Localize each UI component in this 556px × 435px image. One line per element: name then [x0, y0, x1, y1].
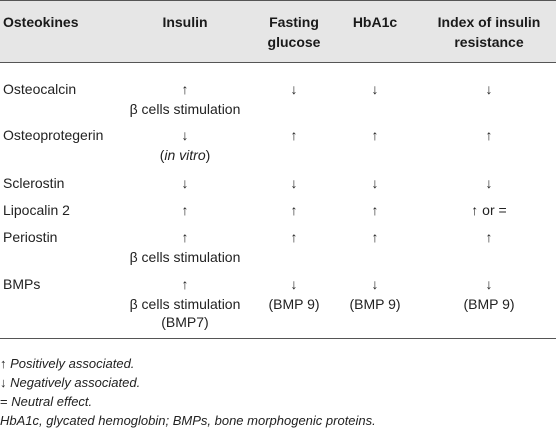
header-insulin-resistance-line1: Index of insulin	[437, 14, 541, 30]
periostin-hba1c: ↑	[371, 229, 379, 245]
top-rule	[0, 0, 556, 1]
bmps-insulin-arrow: ↑	[181, 276, 189, 292]
header-insulin-resistance-line2: resistance	[454, 34, 524, 50]
table-header	[0, 0, 556, 62]
header-osteokines: Osteokines	[3, 14, 79, 30]
lipocalin-ir: ↑ or =	[471, 202, 507, 218]
sclerostin-insulin: ↓	[181, 175, 189, 191]
equals-icon: =	[0, 394, 8, 409]
osteoprotegerin-hba1c: ↑	[371, 127, 379, 143]
footnote-neutral-text: Neutral effect.	[11, 394, 93, 409]
lipocalin-hba1c: ↑	[371, 202, 379, 218]
down-arrow-icon: ↓	[0, 375, 7, 390]
lipocalin-glucose: ↑	[290, 202, 298, 218]
footnote-neutral: = Neutral effect.	[0, 393, 92, 411]
row-name-osteocalcin: Osteocalcin	[3, 81, 77, 97]
bottom-rule	[0, 338, 556, 339]
bmps-hba1c-note: (BMP 9)	[349, 296, 401, 312]
footnote-positive-text: Positively associated.	[10, 356, 135, 371]
row-name-bmps: BMPs	[3, 276, 41, 292]
footnote-negative-text: Negatively associated.	[10, 375, 141, 390]
periostin-insulin-note: β cells stimulation	[129, 249, 241, 265]
bmps-ir-note: (BMP 9)	[463, 296, 515, 312]
osteocalcin-insulin-note: β cells stimulation	[129, 101, 241, 117]
row-name-periostin: Periostin	[3, 229, 58, 245]
footnote-negative: ↓ Negatively associated.	[0, 374, 140, 392]
osteocalcin-ir: ↓	[485, 81, 493, 97]
osteocalcin-insulin-arrow: ↑	[181, 81, 189, 97]
footnote-positive: ↑ Positively associated.	[0, 355, 134, 373]
row-name-lipocalin-2: Lipocalin 2	[3, 202, 70, 218]
bmps-glucose-note: (BMP 9)	[268, 296, 320, 312]
osteoprotegerin-insulin-note: (in vitro)	[159, 147, 211, 163]
periostin-glucose: ↑	[290, 229, 298, 245]
footnote-abbreviations: HbA1c, glycated hemoglobin; BMPs, bone m…	[0, 413, 376, 428]
header-fasting-glucose-line2: glucose	[267, 34, 321, 50]
bmps-glucose-arrow: ↓	[290, 276, 298, 292]
osteocalcin-hba1c: ↓	[371, 81, 379, 97]
lipocalin-insulin: ↑	[181, 202, 189, 218]
header-insulin: Insulin	[162, 14, 208, 30]
bmps-insulin-note: β cells stimulation	[129, 296, 241, 312]
periostin-ir: ↑	[485, 229, 493, 245]
osteoprotegerin-ir: ↑	[485, 127, 493, 143]
header-fasting-glucose-line1: Fasting	[269, 14, 319, 30]
sclerostin-glucose: ↓	[290, 175, 298, 191]
row-name-osteoprotegerin: Osteoprotegerin	[3, 127, 104, 143]
header-rule	[0, 62, 556, 63]
sclerostin-hba1c: ↓	[371, 175, 379, 191]
periostin-insulin-arrow: ↑	[181, 229, 189, 245]
bmps-ir-arrow: ↓	[485, 276, 493, 292]
header-hba1c: HbA1c	[352, 14, 398, 30]
bmps-insulin-bmp7: (BMP7)	[161, 314, 209, 330]
osteocalcin-glucose: ↓	[290, 81, 298, 97]
sclerostin-ir: ↓	[485, 175, 493, 191]
up-arrow-icon: ↑	[0, 356, 7, 371]
osteoprotegerin-insulin-arrow: ↓	[181, 127, 189, 143]
row-name-sclerostin: Sclerostin	[3, 175, 65, 191]
osteoprotegerin-glucose: ↑	[290, 127, 298, 143]
bmps-hba1c-arrow: ↓	[371, 276, 379, 292]
